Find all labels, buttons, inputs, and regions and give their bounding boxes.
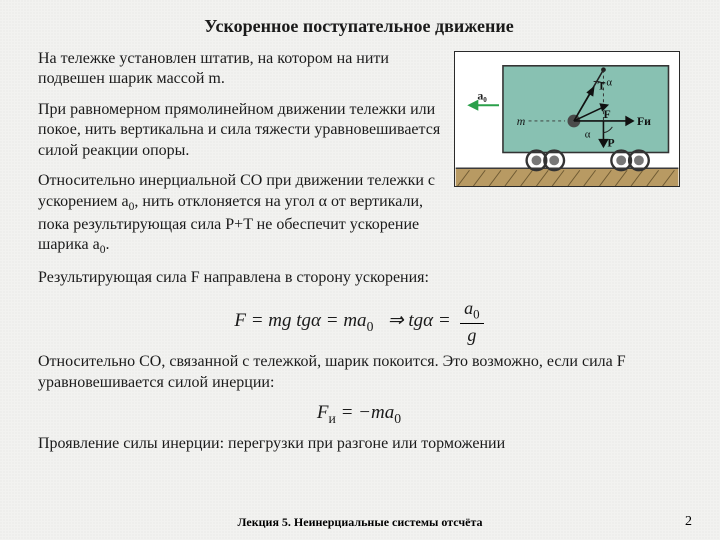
eq2-mid: = −ma: [336, 402, 394, 423]
eq1-num: a: [464, 298, 473, 318]
label-alpha-top: α: [606, 77, 612, 89]
label-Fi: Fи: [637, 114, 651, 128]
p3-part-c: .: [105, 236, 109, 253]
label-a0: a₀: [477, 88, 487, 102]
label-P: P: [607, 136, 614, 150]
label-F: F: [603, 107, 610, 121]
eq2-sub: и: [329, 411, 336, 426]
eq1-arrow: ⇒ tgα =: [388, 310, 451, 331]
paragraph-6: Проявление силы инерции: перегрузки при …: [38, 434, 680, 454]
label-T: T: [598, 78, 606, 92]
paragraph-2: При равномерном прямолинейном движении т…: [38, 100, 444, 161]
page-title: Ускоренное поступательное движение: [38, 16, 680, 37]
equation-2: Fи = −ma0: [38, 403, 680, 426]
equation-1: F = mg tgα = ma0 ⇒ tgα = a0 g: [38, 299, 680, 345]
eq1-left: F = mg tgα = ma: [234, 310, 366, 331]
lecture-footer: Лекция 5. Неинерциальные системы отсчёта: [0, 515, 720, 530]
paragraph-4: Результирующая сила F направлена в сторо…: [38, 268, 680, 288]
paragraph-1: На тележке установлен штатив, на котором…: [38, 49, 444, 90]
label-alpha-ball: α: [585, 129, 591, 141]
figure-cart-pendulum: a₀ m α T: [454, 51, 680, 187]
eq2-lhs: F: [317, 402, 329, 423]
paragraph-3: Относительно инерциальной СО при движени…: [38, 171, 444, 258]
eq1-den: g: [460, 324, 483, 344]
label-m: m: [517, 114, 526, 128]
paragraph-5: Относительно СО, связанной с тележкой, ш…: [38, 352, 680, 393]
page-number: 2: [685, 514, 692, 530]
